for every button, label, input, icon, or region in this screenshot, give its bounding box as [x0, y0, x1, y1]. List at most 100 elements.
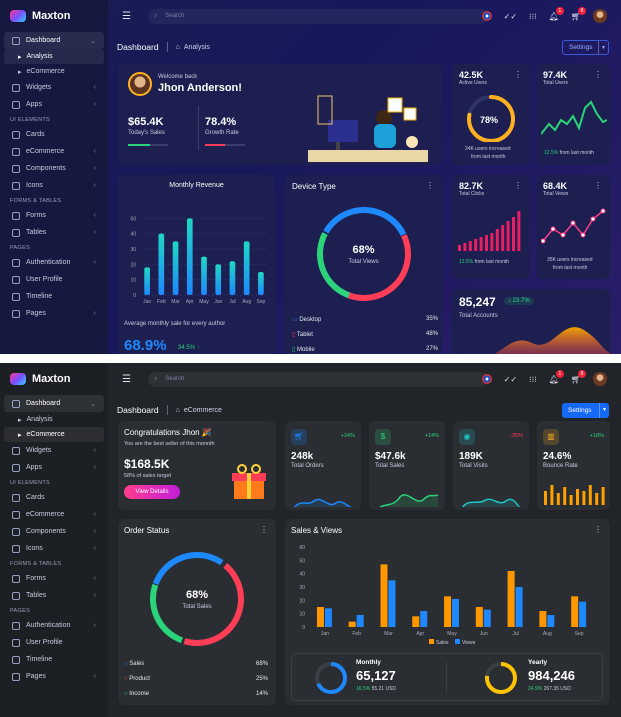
more-icon[interactable]: ⋮ [514, 181, 522, 190]
shop-icon [12, 147, 20, 156]
sales-progress [128, 144, 150, 146]
kpi-card: 🛒︎ +24% 248k Total Orders [285, 421, 361, 510]
bar [229, 261, 236, 295]
menu-icon[interactable]: ☰ [122, 373, 131, 385]
sidebar-item-timeline[interactable]: Timeline [4, 288, 104, 305]
y-tick-label: 40 [299, 572, 305, 578]
bar [556, 493, 560, 505]
kpi-value: 189K [459, 451, 483, 462]
sidebar-item-ecommerce-sub[interactable]: ▸ eCommerce [4, 64, 104, 79]
settings-button[interactable]: Settings ▼ [562, 40, 609, 55]
pages-icon [12, 309, 20, 318]
brand[interactable]: Maxton [4, 0, 104, 32]
flag-icon[interactable] [481, 374, 492, 384]
sidebar-item-ecommerce-sub[interactable]: ▸ eCommerce [4, 427, 104, 442]
sidebar-item-icons[interactable]: Icons ‹ [4, 177, 104, 194]
total-accounts-value: 85,247 [459, 295, 496, 309]
legend-item: ○ Income 14% [124, 691, 268, 706]
home-icon[interactable]: ⌂ [175, 43, 180, 51]
more-icon[interactable]: ⋮ [260, 525, 268, 534]
bar-sales [571, 596, 579, 627]
sidebar-label: Icons [26, 182, 43, 189]
sidebar-item-pages[interactable]: Pages ‹ [4, 305, 104, 322]
chevron-left-icon: ‹ [93, 511, 96, 518]
cart-badge: 8 [578, 6, 586, 15]
sidebar-item-tables[interactable]: Tables ‹ [4, 224, 104, 241]
sidebar-item-timeline[interactable]: Timeline [4, 651, 104, 668]
sidebar-item-tables[interactable]: Tables ‹ [4, 587, 104, 604]
timeline-icon [12, 292, 20, 301]
y-tick-label: 60 [299, 545, 305, 551]
sidebar-item-forms[interactable]: Forms ‹ [4, 570, 104, 587]
cart-icon[interactable]: 🛒︎ 8 [571, 6, 586, 21]
sidebar-item-widgets[interactable]: Widgets ‹ [4, 442, 104, 459]
sidebar-item-icons[interactable]: Icons ‹ [4, 540, 104, 557]
legend-label: Views [462, 640, 476, 645]
more-icon[interactable]: ⋮ [594, 70, 602, 79]
sidebar-item-ecommerce[interactable]: eCommerce ‹ [4, 506, 104, 523]
order-status-donut [150, 552, 244, 646]
sidebar-item-analysis[interactable]: ▸ Analysis [4, 412, 104, 427]
sidebar-item-widgets[interactable]: Widgets ‹ [4, 79, 104, 96]
logo-icon [10, 10, 26, 22]
sidebar-item-user-profile[interactable]: User Profile [4, 634, 104, 651]
sidebar-item-cards[interactable]: Cards [4, 126, 104, 143]
dollar-icon: $ [375, 429, 391, 445]
total-clicks-card: 82.7K Total Clicks ⋮ 12.5% from last mon… [452, 175, 530, 279]
menu-icon[interactable]: ☰ [122, 10, 131, 22]
total-accounts-wave [494, 327, 610, 354]
bar-sales [444, 596, 452, 627]
home-icon [12, 36, 20, 45]
settings-button[interactable]: Settings ▼ [562, 403, 609, 418]
brand[interactable]: Maxton [4, 363, 104, 395]
sidebar-item-authentication[interactable]: Authentication ‹ [4, 254, 104, 271]
sidebar-item-pages[interactable]: Pages ‹ [4, 668, 104, 685]
bell-icon[interactable]: 🔔︎ 1 [549, 369, 564, 384]
sidebar-item-cards[interactable]: Cards [4, 489, 104, 506]
chevron-down-icon: ⌄ [90, 37, 96, 45]
sidebar-item-components[interactable]: Components ‹ [4, 523, 104, 540]
bar [243, 241, 250, 295]
active-users-note: from last month [471, 154, 506, 160]
active-users-card: 42.5K Active Users ⋮ 78% 24K users incre… [452, 64, 530, 165]
sidebar-item-apps[interactable]: Apps ‹ [4, 96, 104, 113]
caret-icon: ▸ [18, 68, 22, 76]
chevron-left-icon: ‹ [93, 622, 96, 629]
chevron-down-icon[interactable]: ▼ [599, 403, 609, 418]
monthly-title: Monthly [356, 659, 381, 666]
bar [544, 491, 547, 505]
search-input[interactable]: ⌕ Search [148, 371, 488, 387]
sidebar-item-analysis[interactable]: ▸ Analysis [4, 49, 104, 64]
y-tick-label: 10 [130, 278, 136, 284]
flag-icon[interactable] [481, 11, 492, 21]
sidebar-item-apps[interactable]: Apps ‹ [4, 459, 104, 476]
more-icon[interactable]: ⋮ [514, 70, 522, 79]
cart-icon[interactable]: 🛒︎ 8 [571, 369, 586, 384]
sidebar-item-ecommerce[interactable]: eCommerce ‹ [4, 143, 104, 160]
home-icon[interactable]: ⌂ [175, 406, 180, 414]
growth-label: Growth Rate [205, 130, 239, 136]
check-all-icon[interactable]: ✓✓ [503, 374, 518, 384]
sidebar-item-dashboard[interactable]: Dashboard ⌄ [4, 395, 104, 412]
chevron-down-icon[interactable]: ▼ [598, 41, 608, 54]
avatar[interactable] [593, 372, 607, 386]
sidebar-item-forms[interactable]: Forms ‹ [4, 207, 104, 224]
icons-icon [12, 544, 20, 553]
apps-grid-icon[interactable]: ⁝⁝⁝ [529, 11, 537, 21]
view-details-button[interactable]: View Details [124, 485, 180, 499]
sidebar-item-components[interactable]: Components ‹ [4, 160, 104, 177]
y-tick-label: 50 [299, 558, 305, 564]
more-icon[interactable]: ⋮ [594, 181, 602, 190]
more-icon[interactable]: ⋮ [594, 525, 602, 534]
sidebar-item-authentication[interactable]: Authentication ‹ [4, 617, 104, 634]
check-all-icon[interactable]: ✓✓ [503, 11, 518, 21]
search-input[interactable]: ⌕ Search [148, 8, 488, 24]
tables-icon [12, 228, 20, 237]
bell-icon[interactable]: 🔔︎ 1 [549, 6, 564, 21]
avatar[interactable] [593, 9, 607, 23]
sidebar-item-dashboard[interactable]: Dashboard ⌄ [4, 32, 104, 49]
more-icon[interactable]: ⋮ [426, 181, 434, 190]
sidebar-item-user-profile[interactable]: User Profile [4, 271, 104, 288]
apps-grid-icon[interactable]: ⁝⁝⁝ [529, 374, 537, 384]
y-tick-label: 20 [299, 598, 305, 604]
